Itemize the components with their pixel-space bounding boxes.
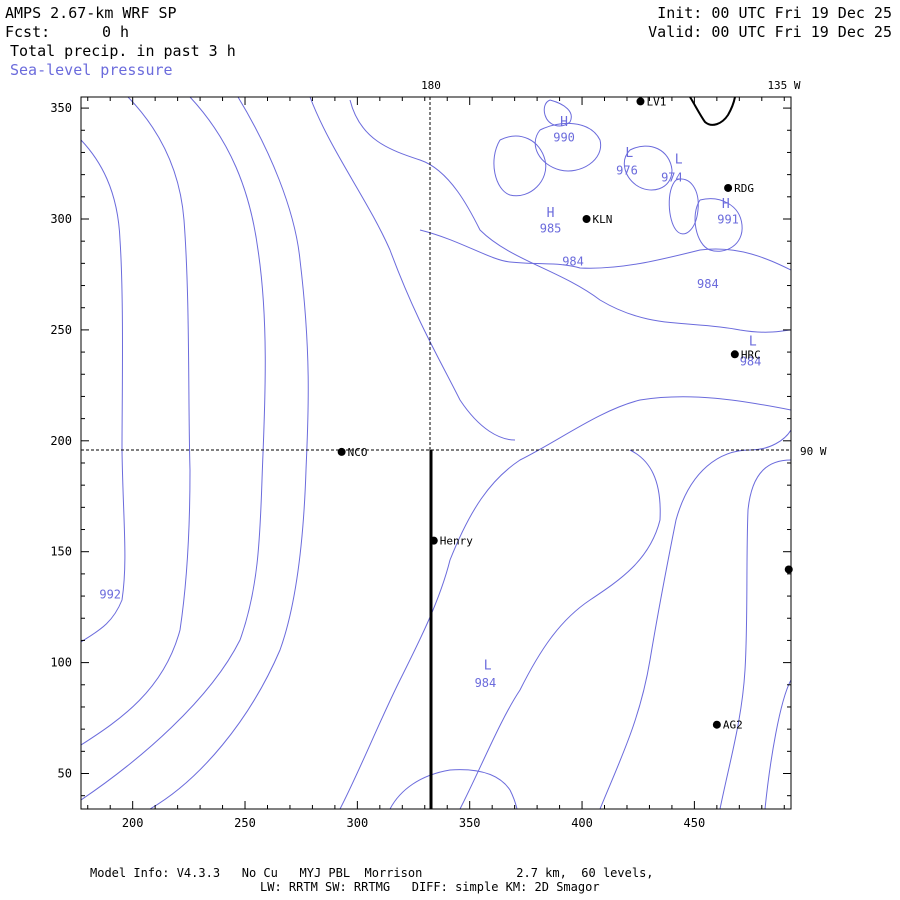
x-tick-label: 350 bbox=[459, 816, 481, 830]
x-tick-label: 450 bbox=[684, 816, 706, 830]
isobar-value-label: 974 bbox=[661, 170, 683, 184]
pressure-center-label: L bbox=[749, 334, 757, 349]
y-tick-label: 300 bbox=[50, 212, 72, 226]
meridian-label-180: 180 bbox=[421, 79, 441, 92]
station-marker bbox=[337, 447, 346, 456]
forecast-hour-value: 0 h bbox=[102, 23, 130, 41]
isobar-line bbox=[349, 99, 791, 333]
pressure-center-label: H bbox=[547, 206, 555, 221]
station-marker bbox=[730, 350, 739, 359]
isobar-line bbox=[149, 97, 309, 809]
model-info-line2: LW: RRTM SW: RRTMG DIFF: simple KM: 2D S… bbox=[260, 880, 600, 894]
model-info-line1: Model Info: V4.3.3 No Cu MYJ PBL Morriso… bbox=[90, 866, 654, 880]
isobar-line bbox=[764, 679, 791, 809]
y-tick-label: 100 bbox=[50, 656, 72, 670]
pressure-center-label: H bbox=[560, 115, 568, 130]
isobar-value-label: 984 bbox=[562, 255, 584, 269]
isobar-value-label: 984 bbox=[697, 277, 719, 291]
y-tick-label: 50 bbox=[58, 767, 72, 781]
isobar-value-label: 984 bbox=[740, 354, 762, 368]
station-label: HRC bbox=[741, 348, 761, 361]
isobar-line bbox=[599, 429, 791, 809]
isobar-value-label: 991 bbox=[717, 212, 739, 226]
isobar-line bbox=[81, 139, 126, 643]
isobar-line bbox=[419, 229, 791, 271]
station-marker bbox=[724, 183, 733, 192]
y-tick-label: 350 bbox=[50, 101, 72, 115]
isobar-value-label: 990 bbox=[553, 130, 575, 144]
station-label: KLN bbox=[593, 213, 613, 226]
overlay-title: Sea-level pressure bbox=[10, 61, 173, 79]
station-marker bbox=[636, 97, 645, 106]
station-marker bbox=[429, 536, 438, 545]
isobar-line bbox=[719, 459, 791, 809]
isobar-line bbox=[339, 396, 791, 809]
x-tick-label: 200 bbox=[122, 816, 144, 830]
meridian-label-135w: 135 W bbox=[767, 79, 800, 92]
model-title: AMPS 2.67-km WRF SP bbox=[5, 4, 177, 22]
isobar-value-label: 992 bbox=[99, 587, 121, 601]
isobar-value-label: 976 bbox=[616, 164, 638, 178]
isobar-line bbox=[694, 198, 743, 252]
isobar-line bbox=[493, 135, 547, 197]
isobar-contours bbox=[81, 97, 791, 809]
pressure-center-label: L bbox=[484, 658, 492, 673]
coastline bbox=[689, 96, 736, 126]
isobar-line bbox=[389, 769, 518, 809]
forecast-hour-label: Fcst: bbox=[5, 23, 51, 41]
station-marker bbox=[582, 214, 591, 223]
valid-time: Valid: 00 UTC Fri 19 Dec 25 bbox=[648, 23, 892, 41]
isobar-line bbox=[668, 178, 699, 235]
isobar-line bbox=[81, 97, 191, 746]
field-title: Total precip. in past 3 h bbox=[10, 42, 236, 60]
meridian-label-90w: 90 W bbox=[800, 445, 827, 458]
station-label: RDG bbox=[734, 182, 754, 195]
isobar-line bbox=[81, 97, 266, 801]
y-tick-label: 150 bbox=[50, 545, 72, 559]
init-time: Init: 00 UTC Fri 19 Dec 25 bbox=[657, 4, 892, 22]
y-tick-label: 200 bbox=[50, 434, 72, 448]
station-label: LV1 bbox=[646, 95, 666, 108]
x-tick-label: 300 bbox=[347, 816, 369, 830]
x-tick-label: 250 bbox=[234, 816, 256, 830]
pressure-center-label: L bbox=[675, 153, 683, 168]
station-marker bbox=[784, 565, 793, 574]
isobar-value-label: 985 bbox=[540, 221, 562, 235]
isobar-line bbox=[309, 97, 516, 441]
pressure-center-label: H bbox=[722, 197, 730, 212]
isobar-line bbox=[459, 449, 661, 809]
x-tick-label: 400 bbox=[571, 816, 593, 830]
isobar-value-label: 984 bbox=[475, 676, 497, 690]
pressure-center-label: L bbox=[625, 146, 633, 161]
isobar-line bbox=[534, 122, 602, 172]
station-label: Henry bbox=[440, 535, 473, 548]
lat-lon-lines bbox=[81, 97, 791, 809]
isobar-line bbox=[623, 145, 673, 191]
plot-frame bbox=[80, 96, 792, 810]
y-tick-label: 250 bbox=[50, 323, 72, 337]
station-label: AG2 bbox=[723, 719, 743, 732]
station-marker bbox=[712, 720, 721, 729]
station-label: NCO bbox=[348, 446, 368, 459]
isobar-line bbox=[543, 99, 572, 127]
